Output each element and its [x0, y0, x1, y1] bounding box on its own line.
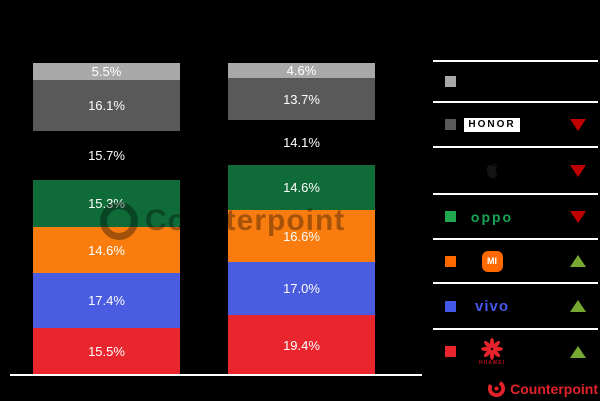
legend: HONOR oppo MI vivo HUAWEI	[433, 60, 598, 373]
bar-segment-vivo: 17.4%	[33, 273, 180, 328]
bar-segment-others: 4.6%	[228, 62, 375, 78]
legend-swatch-vivo	[445, 300, 456, 312]
bar-segment-others: 5.5%	[33, 62, 180, 81]
segment-value-label: 19.4%	[283, 338, 320, 354]
segment-value-label: 14.6%	[283, 179, 320, 195]
xiaomi-logo: MI	[463, 250, 521, 272]
legend-row-huawei: HUAWEI	[433, 328, 598, 373]
segment-value-label: 5.5%	[91, 64, 122, 80]
bar-segment-huawei: 15.5%	[33, 327, 180, 376]
counterpoint-swirl-icon	[488, 379, 506, 398]
huawei-logo: HUAWEI	[463, 337, 521, 366]
legend-swatch-oppo	[445, 211, 456, 222]
bar-segment-oppo: 14.6%	[228, 164, 375, 211]
counterpoint-logo-text: Counterpoint	[510, 380, 598, 397]
trend-down-icon	[570, 164, 586, 177]
apple-logo	[463, 162, 521, 180]
trend-up-icon	[570, 255, 586, 267]
bar-segment-huawei: 19.4%	[228, 315, 375, 376]
segment-value-label: 15.7%	[88, 147, 125, 163]
legend-row-xiaomi: MI	[433, 238, 598, 282]
segment-value-label: 15.5%	[88, 344, 125, 360]
legend-swatch-others	[445, 76, 456, 87]
trend-up-icon	[570, 300, 586, 312]
stacked-bar-left: 5.5% 16.1% 15.7% 15.3% 14.6% 17.4% 15.5%	[33, 62, 180, 376]
segment-value-label: 16.6%	[283, 228, 320, 244]
bar-segment-xiaomi: 16.6%	[228, 210, 375, 263]
segment-value-label: 16.1%	[88, 97, 125, 113]
huawei-logo-text: HUAWEI	[479, 359, 505, 366]
legend-swatch-honor	[445, 119, 456, 130]
legend-row-vivo: vivo	[433, 282, 598, 328]
honor-logo: HONOR	[463, 117, 521, 132]
trend-up-icon	[570, 345, 586, 358]
legend-swatch-xiaomi	[445, 255, 456, 267]
legend-row-others	[433, 60, 598, 101]
x-axis-line	[10, 374, 422, 376]
vivo-logo: vivo	[474, 297, 509, 315]
legend-row-oppo: oppo	[433, 193, 598, 238]
trend-down-icon	[570, 210, 586, 223]
apple-logo-icon	[486, 162, 497, 178]
segment-value-label: 14.6%	[88, 242, 125, 258]
bar-segment-xiaomi: 14.6%	[33, 227, 180, 274]
bar-segment-vivo: 17.0%	[228, 262, 375, 316]
trend-down-icon	[570, 118, 586, 131]
segment-value-label: 17.4%	[88, 292, 125, 308]
segment-value-label: 13.7%	[283, 91, 320, 107]
segment-value-label: 4.6%	[286, 62, 317, 78]
segment-value-label: 15.3%	[88, 196, 125, 212]
bar-segment-apple: 15.7%	[33, 130, 180, 180]
huawei-flower-icon	[481, 337, 503, 360]
segment-value-label: 14.1%	[283, 135, 320, 151]
legend-row-honor: HONOR	[433, 101, 598, 146]
bar-segment-honor: 13.7%	[228, 77, 375, 121]
oppo-logo: oppo	[470, 208, 514, 225]
bar-segment-honor: 16.1%	[33, 80, 180, 131]
counterpoint-logo: Counterpoint	[487, 379, 598, 398]
segment-value-label: 17.0%	[283, 281, 320, 297]
legend-row-apple	[433, 146, 598, 193]
bar-segment-apple: 14.1%	[228, 120, 375, 165]
legend-swatch-apple	[445, 165, 456, 176]
legend-swatch-huawei	[445, 346, 456, 357]
stacked-bar-right: 4.6% 13.7% 14.1% 14.6% 16.6% 17.0% 19.4%	[228, 63, 375, 376]
bar-segment-oppo: 15.3%	[33, 179, 180, 228]
